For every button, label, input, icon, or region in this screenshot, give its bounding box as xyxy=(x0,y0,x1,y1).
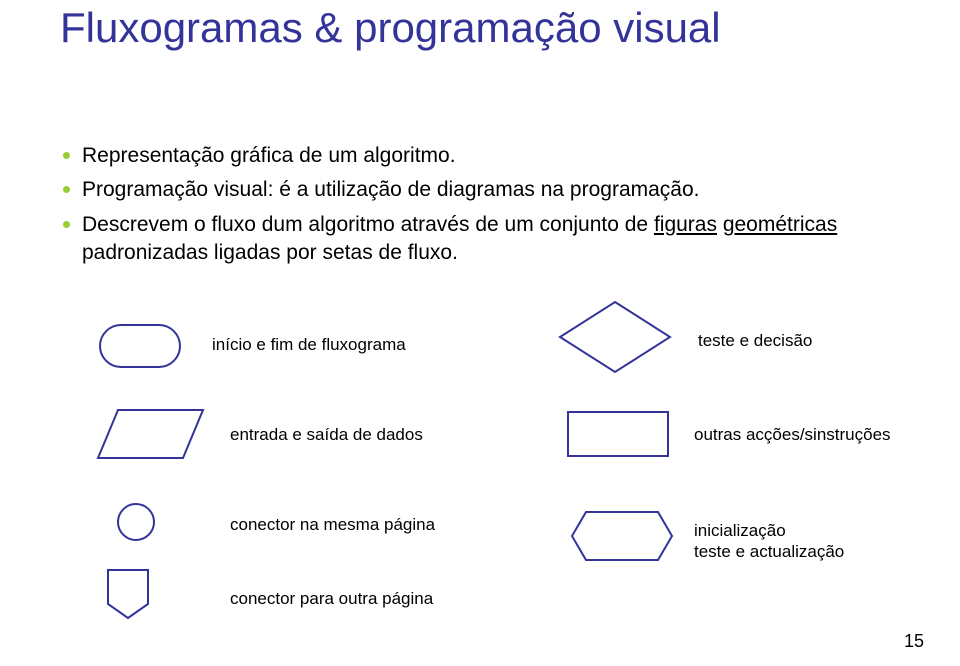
terminator-shape xyxy=(100,325,180,367)
preparation-hexagon-shape xyxy=(572,512,672,560)
page-number: 15 xyxy=(904,631,924,652)
process-label: outras acções/sinstruções xyxy=(694,424,891,445)
connector-other-label: conector para outra página xyxy=(230,588,433,609)
init-label-line1: inicialização xyxy=(694,521,786,540)
init-label-line2: teste e actualização xyxy=(694,542,844,561)
terminator-label: início e fim de fluxograma xyxy=(212,334,406,355)
connector-offpage-shape xyxy=(108,570,148,618)
connector-circle-shape xyxy=(118,504,154,540)
io-shape xyxy=(98,410,203,458)
flowchart-shapes-svg xyxy=(0,0,960,666)
init-test-label: inicialização teste e actualização xyxy=(694,520,844,563)
connector-same-label: conector na mesma página xyxy=(230,514,435,535)
io-label: entrada e saída de dados xyxy=(230,424,423,445)
decision-shape xyxy=(560,302,670,372)
decision-label: teste e decisão xyxy=(698,330,812,351)
process-shape xyxy=(568,412,668,456)
